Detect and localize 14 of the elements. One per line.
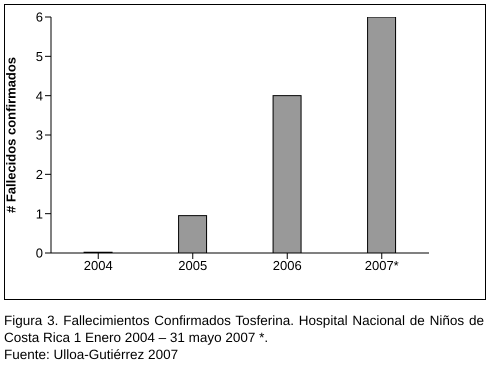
text: Figura 3. Fallecimientos Confirmados Tosferina. Hospital Nacional de Niños de Costa Rica 1 Enero 2004 – 31 mayo 2007 *.	[4, 313, 484, 345]
y-tick-label: 3	[36, 128, 43, 143]
y-axis-title: # Fallecidos confirmados	[4, 56, 19, 214]
y-tick-label: 6	[36, 10, 43, 25]
y-tick-label: 4	[36, 88, 43, 104]
x-tick-label: 2005	[178, 258, 208, 274]
x-tick-label: 2006	[272, 258, 302, 274]
y-tick-label: 1	[36, 206, 43, 222]
y-tick-label: 5	[36, 48, 43, 64]
source-note: Fuente: Ulloa-Gutiérrez 2007	[4, 346, 180, 363]
x-tick-label: 2004	[84, 258, 113, 274]
y-tick-label: 0	[36, 246, 43, 261]
x-tick-label: 2007*	[364, 258, 399, 274]
y-tick-label: 2	[36, 166, 43, 182]
